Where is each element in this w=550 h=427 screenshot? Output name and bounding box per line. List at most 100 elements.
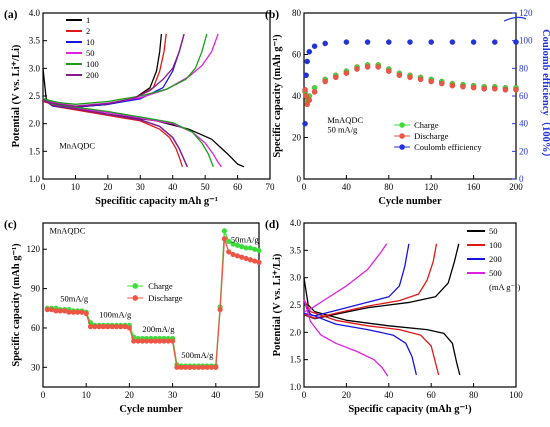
y2-tick-label: 60 [519, 91, 529, 101]
data-point-discharge [396, 72, 403, 79]
data-point-discharge [449, 82, 456, 89]
data-point-discharge [157, 338, 163, 344]
panel-label: (c) [4, 219, 17, 231]
legend-label-50: 50 [489, 226, 498, 236]
data-point-discharge [333, 74, 339, 81]
annotation-label: MnAQDC [59, 141, 95, 151]
legend-label: Charge [148, 281, 173, 291]
x-axis-label: Specific capacity (mAh g⁻¹) [348, 404, 472, 415]
data-point-charge [243, 245, 249, 251]
y-tick-label: 3.5 [290, 245, 302, 255]
y2-tick-label: 40 [519, 119, 529, 129]
panel-label: (d) [265, 219, 279, 231]
legend-swatch-marker [132, 295, 139, 301]
series-line-100-charge [303, 243, 438, 319]
y2-axis-label: Coulomb efficiency（100%） [540, 29, 550, 163]
data-point-discharge [118, 324, 124, 330]
legend: Charge Discharge [127, 281, 183, 303]
x-tick-label: 0 [41, 390, 46, 400]
data-point-charge [221, 228, 228, 234]
data-point-discharge [247, 257, 253, 263]
data-point-coulomb-efficiency [492, 39, 498, 45]
data-point-discharge [439, 80, 445, 87]
legend-label: Discharge [414, 131, 449, 141]
data-point-discharge [165, 338, 171, 344]
data-point-discharge [195, 364, 202, 370]
legend-swatch-marker [132, 283, 139, 289]
data-point-discharge [407, 74, 413, 81]
series-line-200-discharge [42, 98, 188, 168]
x-tick-label: 50 [201, 182, 211, 192]
data-point-discharge [174, 364, 180, 370]
data-point-discharge [306, 97, 313, 103]
x-tick-label: 20 [103, 182, 113, 192]
series-line-500-charge [303, 243, 388, 313]
y-tick-label: 80 [292, 8, 302, 18]
data-point-discharge [221, 236, 228, 242]
x-tick-label: 10 [82, 390, 92, 400]
data-point-discharge [53, 308, 59, 314]
data-point-coulomb-efficiency [306, 48, 313, 55]
y-tick-label: 40 [292, 91, 302, 101]
data-point-discharge [170, 338, 176, 344]
x-tick-label: 40 [168, 182, 178, 192]
y-tick-label: 3.0 [290, 273, 302, 283]
rate-label: 50mA/g [231, 235, 260, 245]
data-point-discharge [70, 309, 76, 315]
legend-label-500: 500 [489, 268, 502, 278]
y2-tick-label: 120 [519, 8, 533, 18]
data-point-discharge [135, 338, 141, 344]
x-axis-label: Cycle number [119, 404, 183, 415]
data-point-discharge [200, 364, 206, 370]
x-tick-label: 70 [266, 182, 276, 192]
data-point-discharge [502, 87, 509, 93]
data-point-coulomb-efficiency [322, 40, 328, 47]
x-tick-label: 120 [424, 182, 438, 192]
data-point-discharge [178, 364, 184, 370]
rate-label: 100mA/g [99, 309, 132, 319]
x-axis-label: Specifitic capacity mAh g⁻¹ [95, 196, 218, 207]
data-point-discharge [256, 259, 262, 265]
rate-label: 200mA/g [142, 324, 175, 334]
y-tick-label: 60 [292, 50, 302, 60]
data-point-discharge [182, 364, 189, 370]
y-tick-label: 1.5 [29, 146, 41, 156]
y2-tick-label: 100 [519, 36, 533, 46]
x-tick-label: 60 [233, 182, 243, 192]
data-point-discharge [57, 308, 63, 314]
x-tick-label: 80 [384, 182, 394, 192]
data-point-discharge [139, 338, 145, 344]
y-tick-label: 4.0 [29, 8, 41, 18]
data-point-coulomb-efficiency [386, 39, 392, 45]
x-tick-label: 10 [71, 182, 81, 192]
data-point-discharge [126, 325, 132, 331]
data-point-discharge [343, 70, 350, 76]
y-tick-label: 4.0 [290, 218, 302, 228]
data-point-discharge [62, 308, 68, 314]
data-point-coulomb-efficiency [302, 120, 308, 127]
legend-swatch-marker [399, 144, 405, 150]
y-axis-label: Potential (V vs. Li⁺/Li) [11, 44, 22, 147]
data-point-charge [230, 241, 236, 247]
y2-tick-label: 20 [519, 146, 529, 156]
data-point-discharge [226, 249, 232, 255]
data-point-discharge [161, 338, 167, 344]
data-point-discharge [375, 64, 381, 70]
y-tick-label: 1.0 [290, 382, 302, 392]
legend-label-50: 50 [86, 48, 95, 58]
legend-label-100: 100 [86, 59, 99, 69]
x-tick-label: 0 [41, 182, 46, 192]
data-point-discharge [96, 324, 102, 330]
legend-swatch-marker [399, 122, 405, 128]
x-tick-label: 160 [467, 182, 481, 192]
legend-label: Coulomb efficiency [414, 142, 482, 152]
y-tick-label: 1.0 [29, 174, 41, 184]
panel-c: 0 10 20 30 40 50 30 60 90 120 Cycle number Specific… [4, 219, 264, 415]
series-line-200-charge [303, 243, 410, 317]
x-tick-label: 50 [255, 390, 265, 400]
y-axis-label: Specific capacity (mAh g⁻¹) [272, 34, 283, 158]
right-axis-arrow [503, 16, 527, 22]
x-tick-label: 40 [384, 390, 394, 400]
